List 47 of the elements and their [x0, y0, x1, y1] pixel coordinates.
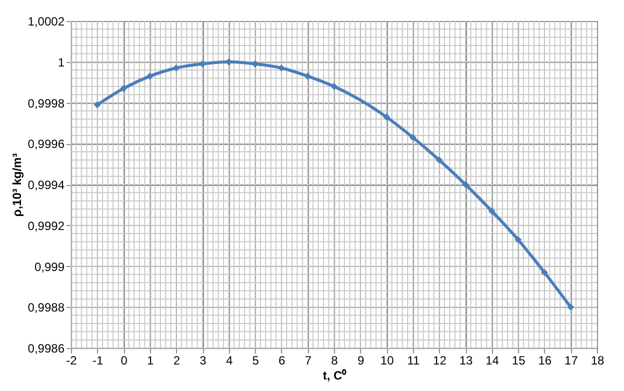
x-tick-label: 17: [564, 354, 578, 368]
x-tick-label: 16: [538, 354, 552, 368]
x-tick-label: 13: [459, 354, 473, 368]
x-tick-label: 3: [200, 354, 207, 368]
x-tick-label: 6: [278, 354, 286, 368]
x-tick-label: 7: [304, 354, 312, 368]
x-tick-label: 11: [407, 354, 420, 368]
y-tick-label: 0,9986: [28, 342, 65, 356]
y-axis-title: ρ,10³ kg/m³: [10, 153, 24, 217]
point: [436, 156, 443, 164]
point: [462, 180, 470, 188]
point: [330, 82, 338, 90]
y-tick-label: 1,0002: [28, 14, 65, 28]
x-tick-label: 1: [147, 354, 154, 368]
x-tick-label: 0: [120, 354, 128, 368]
point: [278, 64, 285, 72]
x-tick-label: 4: [226, 354, 233, 368]
point: [488, 208, 496, 215]
x-axis-title: t, C⁰: [322, 368, 348, 382]
point: [540, 268, 548, 276]
x-tick-label: -1: [92, 354, 104, 368]
y-tick-label: 0,9998: [28, 96, 65, 110]
x-tick-label: 8: [331, 354, 338, 368]
x-tick-label: 12: [433, 354, 447, 368]
point: [514, 236, 522, 244]
point: [94, 101, 101, 108]
point: [409, 134, 416, 142]
y-tick-label: 0,9996: [28, 137, 65, 152]
y-tick-label: 0,999: [34, 260, 65, 274]
y-tick-label: 0,9994: [28, 178, 65, 192]
y-tick-label: 1: [58, 55, 65, 70]
x-tick-label: 9: [357, 354, 364, 368]
x-tick-label: 2: [173, 354, 180, 368]
point: [304, 72, 312, 80]
point: [567, 304, 574, 311]
x-tick-label: 5: [252, 354, 260, 368]
point: [383, 114, 390, 121]
x-tick-label: -2: [66, 354, 78, 368]
point: [146, 72, 154, 80]
y-tick-label: 0,9988: [28, 300, 65, 315]
x-tick-label: 18: [590, 354, 604, 368]
x-tick-label: 15: [512, 354, 526, 368]
x-tick-label: 14: [486, 354, 500, 368]
y-tick-label: 0,9992: [28, 218, 65, 233]
point: [172, 64, 180, 72]
x-tick-label: 10: [380, 354, 394, 368]
point: [120, 84, 128, 92]
